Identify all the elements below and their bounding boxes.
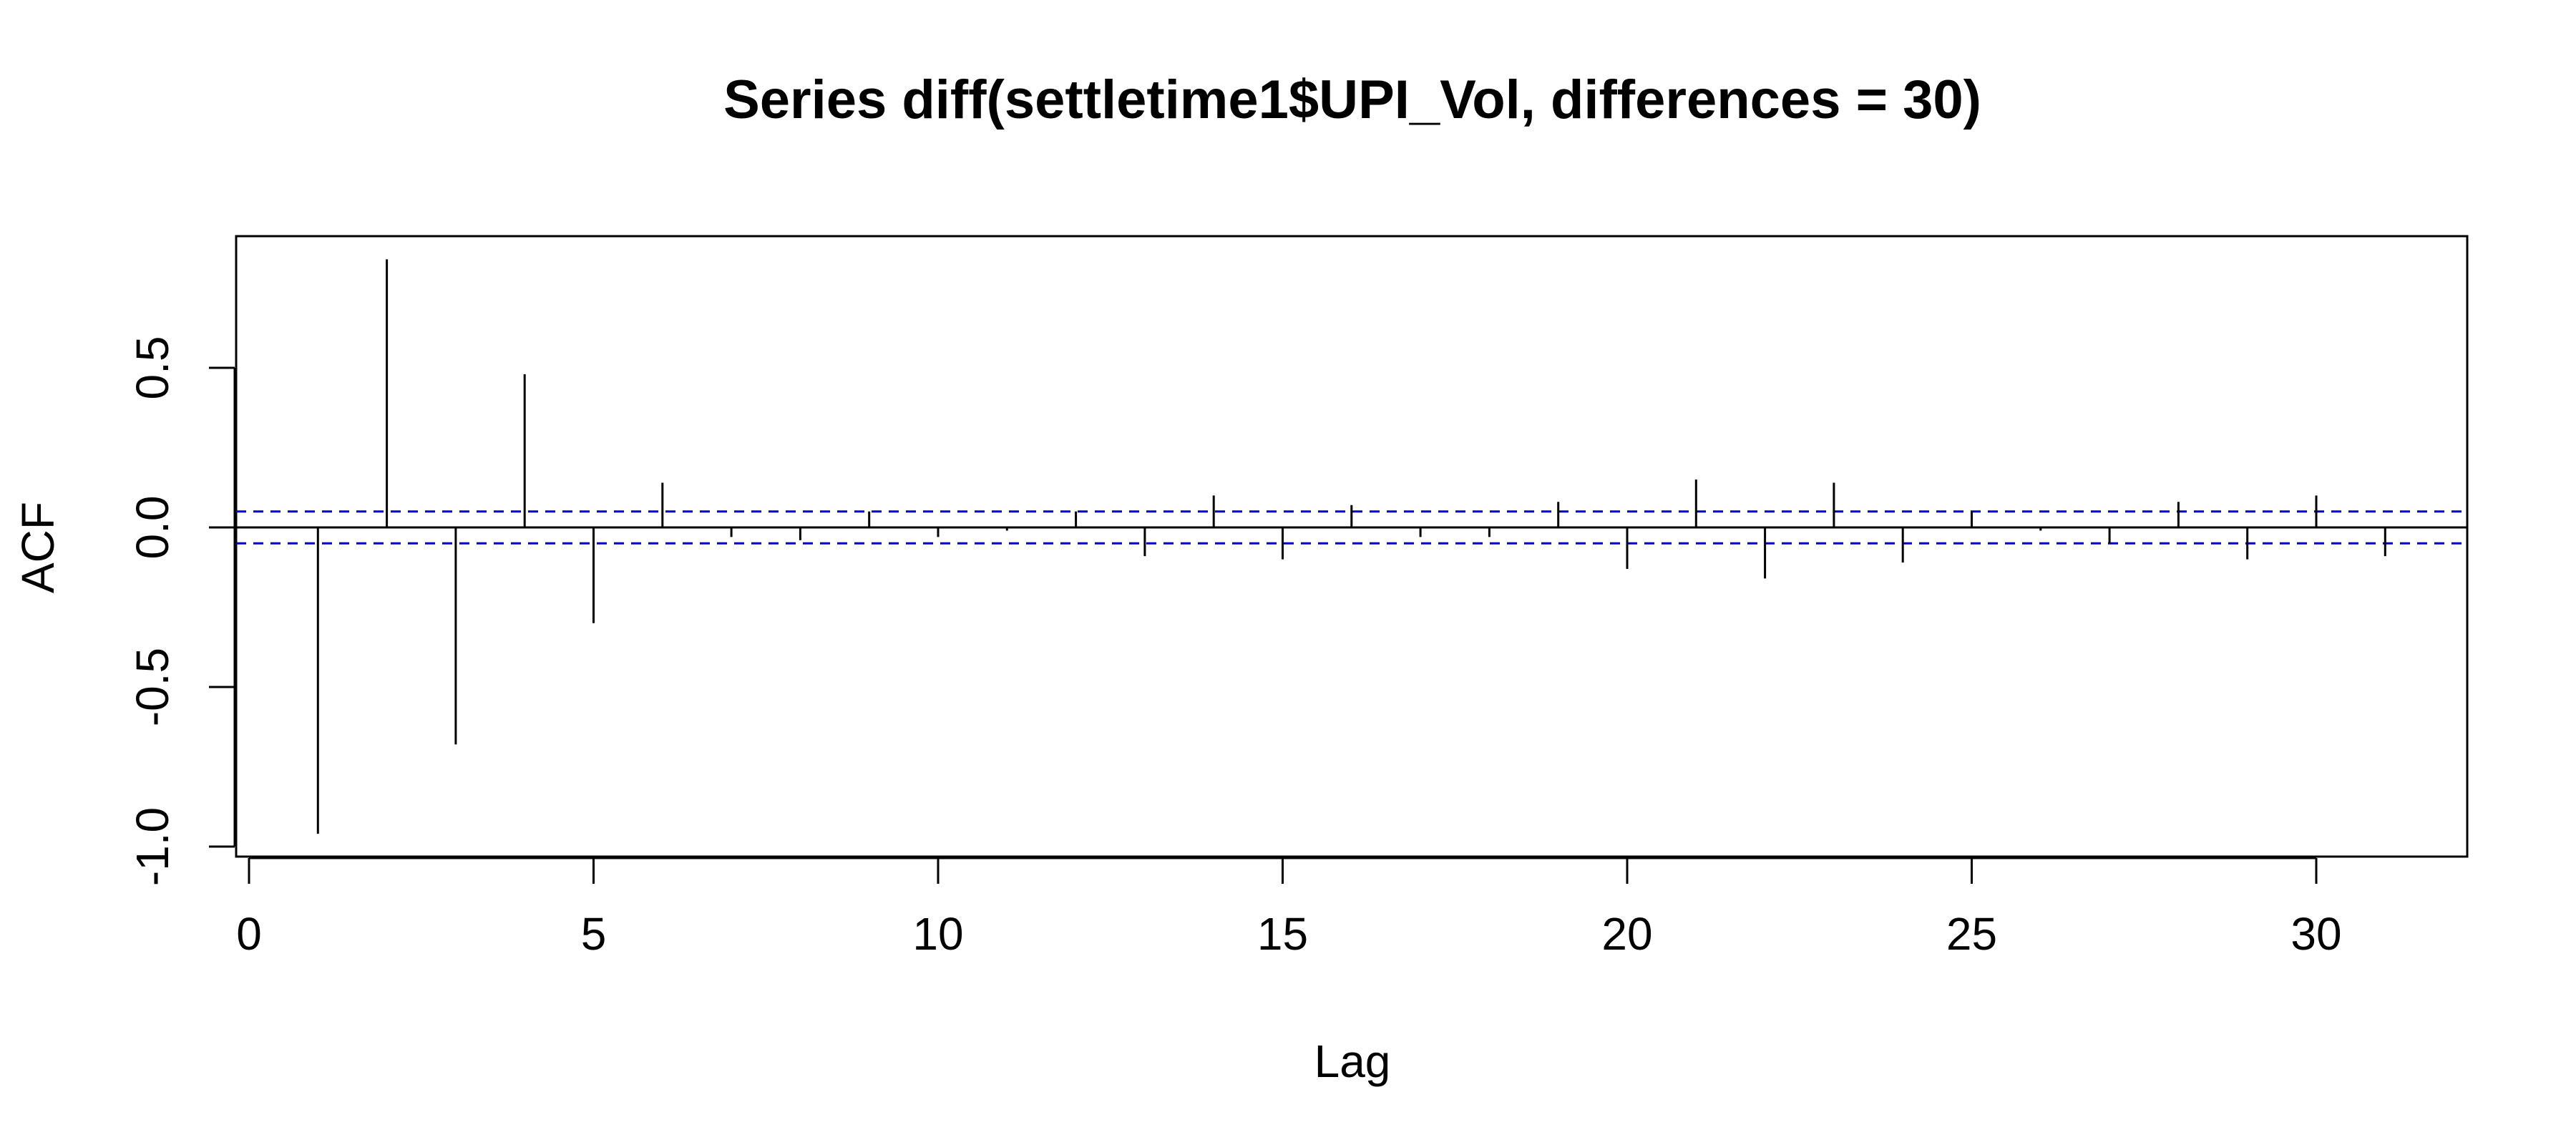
x-tick-label: 5 xyxy=(581,908,607,960)
x-tick-label: 20 xyxy=(1601,908,1652,960)
y-tick-label: 0.0 xyxy=(127,496,178,560)
x-tick-label: 15 xyxy=(1257,908,1308,960)
plot-area: 0 5 10 15 20 25 30 -1.0 -0.5 0.0 0.5 xyxy=(127,235,2469,960)
chart-title: Series diff(settletime1$UPI_Vol, differe… xyxy=(723,69,1981,130)
y-tick-label: -0.5 xyxy=(127,648,178,726)
y-tick-label: -1.0 xyxy=(127,807,178,886)
x-tick-label: 30 xyxy=(2290,908,2341,960)
x-tick-label: 0 xyxy=(236,908,262,960)
x-tick-label: 25 xyxy=(1946,908,1997,960)
y-tick-label: 0.5 xyxy=(127,336,178,400)
x-axis-label: Lag xyxy=(1314,1036,1391,1087)
plot-frame xyxy=(235,235,2469,858)
y-axis-label: ACF xyxy=(12,502,64,593)
x-tick-label: 10 xyxy=(912,908,963,960)
